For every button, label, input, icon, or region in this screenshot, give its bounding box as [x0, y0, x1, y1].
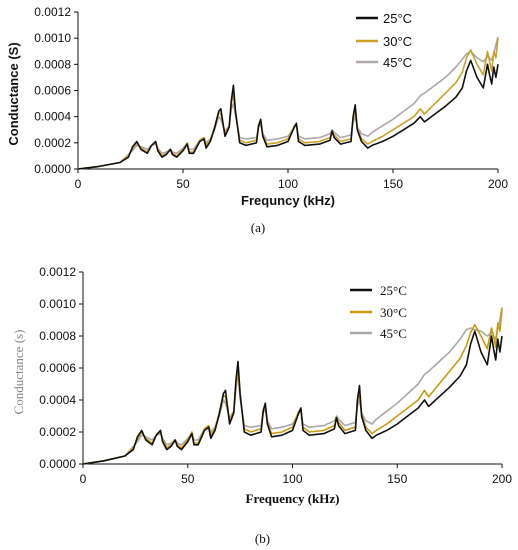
y-tick-label: 0.0006: [34, 84, 71, 98]
x-tick-label: 50: [181, 472, 195, 486]
y-tick-label: 0.0010: [39, 297, 76, 311]
y-tick-label: 0.0010: [34, 31, 71, 45]
y-tick-label: 0.0008: [34, 57, 71, 71]
legend-label: 45°C: [380, 326, 407, 341]
y-tick-label: 0.0000: [39, 457, 76, 471]
y-tick-label: 0.0002: [34, 136, 71, 150]
y-tick-label: 0.0008: [39, 329, 76, 343]
y-axis-title: Conductance (s): [11, 330, 26, 415]
x-tick-label: 150: [387, 472, 407, 486]
x-axis-title: Frequncy (kHz): [241, 193, 335, 208]
series-line-25c: [82, 330, 503, 465]
x-tick-label: 200: [488, 177, 508, 191]
legend-label: 30°C: [380, 305, 407, 320]
y-tick-label: 0.0004: [34, 110, 71, 124]
x-tick-label: 0: [80, 472, 87, 486]
y-tick-label: 0.0006: [39, 361, 76, 375]
x-axis-title: Frequency (kHz): [246, 491, 340, 506]
y-tick-label: 0.0004: [39, 393, 76, 407]
x-tick-label: 0: [75, 177, 82, 191]
panel-caption: (b): [255, 531, 270, 546]
x-tick-label: 100: [282, 472, 302, 486]
x-tick-label: 150: [383, 177, 403, 191]
y-tick-label: 0.0002: [39, 425, 76, 439]
legend-label: 25°C: [383, 11, 412, 26]
legend-label: 25°C: [380, 283, 407, 298]
y-axis-title: Conductance (S): [6, 42, 21, 145]
x-tick-label: 200: [492, 472, 512, 486]
series-line-25c: [77, 59, 499, 170]
legend-label: 45°C: [383, 55, 412, 70]
y-tick-label: 0.0012: [34, 5, 71, 19]
y-tick-label: 0.0000: [34, 162, 71, 176]
legend-label: 30°C: [383, 34, 412, 49]
chart-panel-b: 0.0000 0.0002 0.0004 0.0006 0.0008 0.0010 0.00…: [11, 265, 512, 546]
y-tick-label: 0.0012: [39, 265, 76, 279]
chart-panel-a: 0.0000 0.0002 0.0004 0.0006 0.0008 0.0010 0.00…: [6, 5, 508, 235]
x-tick-label: 50: [176, 177, 190, 191]
panel-caption: (a): [251, 220, 265, 235]
x-tick-label: 100: [278, 177, 298, 191]
